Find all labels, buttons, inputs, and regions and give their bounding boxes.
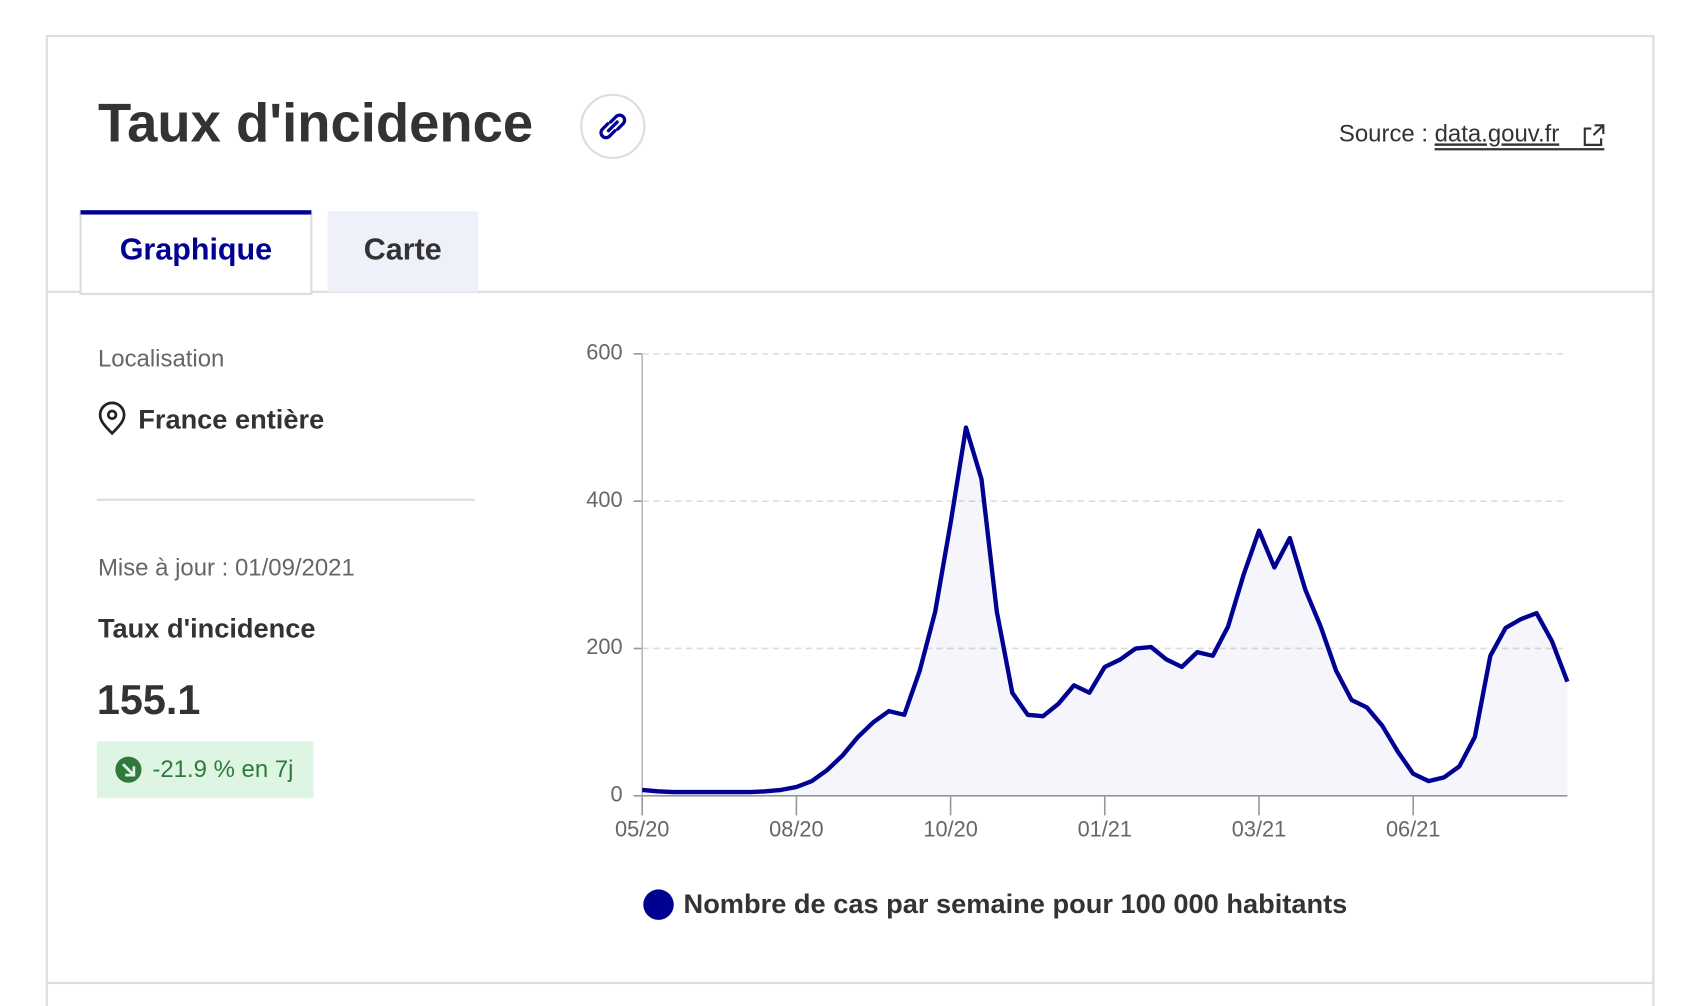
tab-graphique[interactable]: Graphique [79, 210, 313, 296]
location[interactable]: France entière [138, 404, 324, 435]
x-tick-label: 05/20 [615, 816, 669, 841]
source-label: Source : [1339, 120, 1428, 147]
tab-label: Carte [364, 233, 442, 267]
y-tick-label: 600 [586, 340, 622, 365]
y-tick-label: 400 [586, 487, 622, 512]
x-tick-label: 06/21 [1386, 816, 1440, 841]
change-badge: -21.9 % en 7j [96, 741, 314, 798]
y-tick-label: 0 [610, 782, 622, 807]
change: -21.9 % en 7j [152, 756, 293, 783]
link-button[interactable] [580, 93, 646, 160]
pin-icon [98, 401, 126, 436]
card [45, 34, 1655, 1006]
x-tick-label: 10/20 [923, 816, 977, 841]
page-title: Taux d'incidence [98, 93, 533, 154]
x-tick-label: 08/20 [769, 816, 823, 841]
source-link[interactable]: data.gouv.fr [1435, 120, 1560, 147]
x-tick-label: 01/21 [1078, 816, 1132, 841]
indicator-name: Taux d'incidence [98, 613, 316, 644]
indicator-value: 155.1 [97, 677, 201, 723]
tab-carte[interactable]: Carte [327, 211, 478, 292]
line-series [641, 425, 1570, 795]
external-icon [1434, 124, 1605, 151]
legend-swatch [643, 889, 674, 920]
location-label: Localisation [98, 346, 224, 373]
x-tick-label: 03/21 [1232, 816, 1286, 841]
area-fill [642, 427, 1568, 796]
y-tick-label: 200 [586, 634, 622, 659]
updated: Mise à jour : 01/09/2021 [98, 555, 355, 582]
tab-label: Graphique [120, 233, 272, 267]
legend-label: Nombre de cas par semaine pour 100 000 h… [684, 888, 1348, 919]
